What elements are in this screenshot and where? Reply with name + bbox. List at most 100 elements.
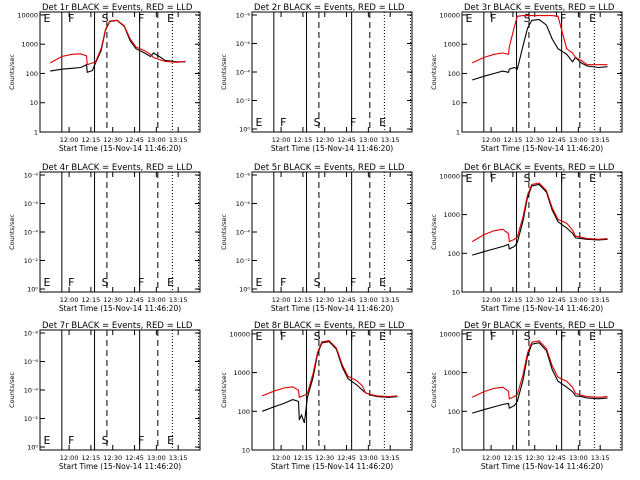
phase-marker: F [490, 330, 496, 343]
plot-frame [251, 11, 413, 133]
phase-marker: E [43, 434, 50, 447]
lld-series-line [471, 182, 608, 243]
panel-det-8: Det 8r BLACK = Events, RED = LLD 10 100 100… [220, 321, 413, 471]
phase-marker: F [280, 330, 286, 343]
x-tick-label: 13:00 [569, 136, 588, 144]
y-tick-label: 10⁻² [24, 415, 39, 423]
x-tick-label: 13:00 [359, 296, 378, 304]
x-axis-label: Start Time (15-Nov-14 11:46:20) [271, 462, 393, 471]
phase-marker: E [167, 434, 174, 447]
panel-title: Det 4r BLACK = Events, RED = LLD [42, 163, 193, 173]
x-tick-label: 12:30 [525, 136, 544, 144]
phase-marker: F [350, 276, 356, 289]
phase-marker: E [465, 330, 472, 343]
y-tick-label: 10⁻⁸ [24, 172, 39, 180]
x-tick-label: 13:15 [381, 136, 400, 144]
y-tick-label: 10⁻⁴ [236, 69, 251, 77]
y-axis-label: Counts/sec [430, 54, 438, 90]
plot-frame [39, 11, 201, 133]
x-tick-label: 12:15 [294, 454, 313, 462]
panel-title: Det 5r BLACK = Events, RED = LLD [254, 163, 405, 173]
plot-frame [39, 329, 201, 451]
phase-marker: F [280, 276, 286, 289]
x-tick-label: 12:15 [294, 296, 313, 304]
phase-marker: F [138, 434, 144, 447]
events-series-line [472, 342, 608, 414]
x-tick-label: 13:15 [591, 296, 610, 304]
y-tick-label: 100 [448, 250, 460, 258]
x-tick-label: 12:45 [125, 136, 144, 144]
plot-frame [461, 329, 623, 451]
plot-frame [461, 171, 623, 293]
x-axis-label: Start Time (15-Nov-14 11:46:20) [481, 304, 603, 313]
x-tick-label: 12:15 [504, 454, 523, 462]
x-tick-label: 12:30 [103, 296, 122, 304]
x-tick-label: 12:30 [525, 296, 544, 304]
y-tick-label: 10⁻⁶ [236, 200, 251, 208]
panel-title: Det 8r BLACK = Events, RED = LLD [254, 321, 405, 331]
y-tick-label: 10 [452, 99, 460, 107]
x-tick-label: 12:30 [315, 296, 334, 304]
x-tick-label: 12:30 [103, 136, 122, 144]
phase-marker: E [589, 12, 596, 25]
panel-title: Det 2r BLACK = Events, RED = LLD [254, 3, 405, 13]
x-tick-label: 13:00 [359, 454, 378, 462]
x-axis-label: Start Time (15-Nov-14 11:46:20) [271, 144, 393, 153]
x-tick-label: 12:00 [482, 454, 501, 462]
x-tick-label: 12:45 [125, 454, 144, 462]
y-tick-label: 10000 [439, 11, 460, 19]
phase-marker: E [379, 116, 386, 129]
x-tick-label: 12:45 [337, 296, 356, 304]
x-tick-label: 13:15 [169, 296, 188, 304]
phase-marker: E [379, 276, 386, 289]
y-tick-label: 10⁰ [27, 286, 38, 294]
x-tick-label: 13:00 [147, 136, 166, 144]
x-tick-label: 12:00 [272, 296, 291, 304]
x-tick-label: 13:00 [147, 454, 166, 462]
y-tick-label: 100 [448, 408, 460, 416]
phase-marker: S [524, 172, 531, 185]
x-tick-label: 12:45 [547, 454, 566, 462]
x-tick-label: 13:15 [169, 454, 188, 462]
phase-marker: F [350, 330, 356, 343]
panel-title: Det 3r BLACK = Events, RED = LLD [464, 3, 615, 13]
x-tick-label: 13:00 [569, 296, 588, 304]
y-tick-label: 10⁻⁴ [24, 387, 39, 395]
y-tick-label: 1 [34, 129, 38, 137]
x-tick-label: 12:45 [337, 454, 356, 462]
phase-marker: F [68, 12, 74, 25]
x-tick-label: 13:15 [591, 136, 610, 144]
phase-marker: S [524, 12, 531, 25]
panel-det-3: Det 3r BLACK = Events, RED = LLD 1 10 100 10… [430, 3, 623, 153]
y-tick-label: 10⁻² [24, 257, 39, 265]
phase-marker: E [43, 276, 50, 289]
x-tick-label: 12:15 [504, 296, 523, 304]
phase-marker: S [524, 330, 531, 343]
phase-marker: E [255, 276, 262, 289]
phase-marker: F [68, 434, 74, 447]
y-tick-label: 10⁰ [27, 444, 38, 452]
phase-marker: E [589, 172, 596, 185]
x-axis-label: Start Time (15-Nov-14 11:46:20) [59, 304, 181, 313]
x-axis-label: Start Time (15-Nov-14 11:46:20) [59, 462, 181, 471]
y-tick-label: 10⁰ [239, 286, 250, 294]
x-tick-label: 12:00 [60, 296, 79, 304]
phase-marker: S [314, 330, 321, 343]
x-tick-label: 12:15 [82, 136, 101, 144]
x-tick-label: 12:45 [547, 136, 566, 144]
y-axis-label: Counts/sec [8, 372, 16, 408]
phase-marker: F [280, 116, 286, 129]
y-tick-label: 1000 [443, 41, 460, 49]
panel-det-6: Det 6r BLACK = Events, RED = LLD 10 100 100… [430, 163, 623, 313]
y-tick-label: 10⁻⁴ [24, 229, 39, 237]
y-axis-label: Counts/sec [430, 214, 438, 250]
phase-marker: S [102, 434, 109, 447]
phase-marker: S [314, 116, 321, 129]
panel-det-7: Det 7r BLACK = Events, RED = LLD 10⁰ 10⁻² 1… [8, 321, 201, 471]
panel-det-9: Det 9r BLACK = Events, RED = LLD 10 100 100… [430, 321, 623, 471]
phase-marker: E [255, 116, 262, 129]
y-tick-label: 1000 [21, 41, 38, 49]
y-tick-label: 10⁻⁴ [236, 229, 251, 237]
y-tick-label: 10⁻⁸ [236, 12, 251, 20]
phase-marker: E [255, 330, 262, 343]
